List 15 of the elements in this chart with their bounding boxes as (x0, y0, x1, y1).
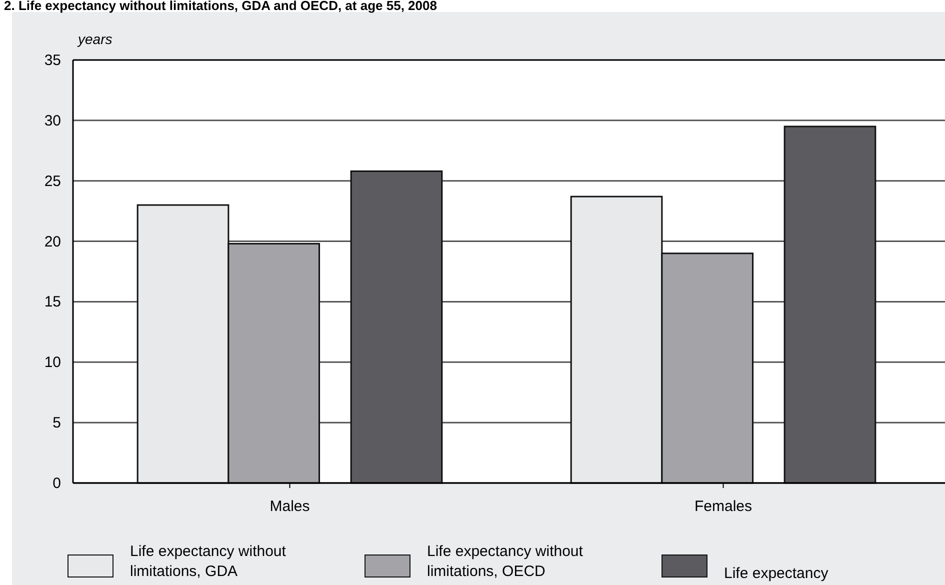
y-tick-label: 35 (44, 52, 61, 69)
y-tick-label: 0 (52, 475, 61, 492)
y-tick-label: 15 (44, 294, 61, 311)
legend-label: Life expectancy (724, 565, 829, 582)
x-tick-label: Females (694, 498, 752, 515)
y-tick-label: 5 (52, 414, 61, 432)
y-tick-label: 30 (44, 112, 61, 130)
y-tick-label: 25 (44, 172, 61, 190)
x-tick-label: Males (270, 498, 310, 515)
y-axis-title: years (77, 31, 112, 47)
y-tick-label: 10 (44, 354, 61, 372)
y-tick-label: 20 (44, 233, 61, 250)
legend-label: Life expectancy without limitations, GDA (130, 543, 287, 580)
legend-label: Life expectancy without limitations, OECD (427, 543, 584, 580)
chart-title: 2. Life expectancy without limitations, GDA and OECD, at age 55, 2008 (4, 0, 437, 13)
